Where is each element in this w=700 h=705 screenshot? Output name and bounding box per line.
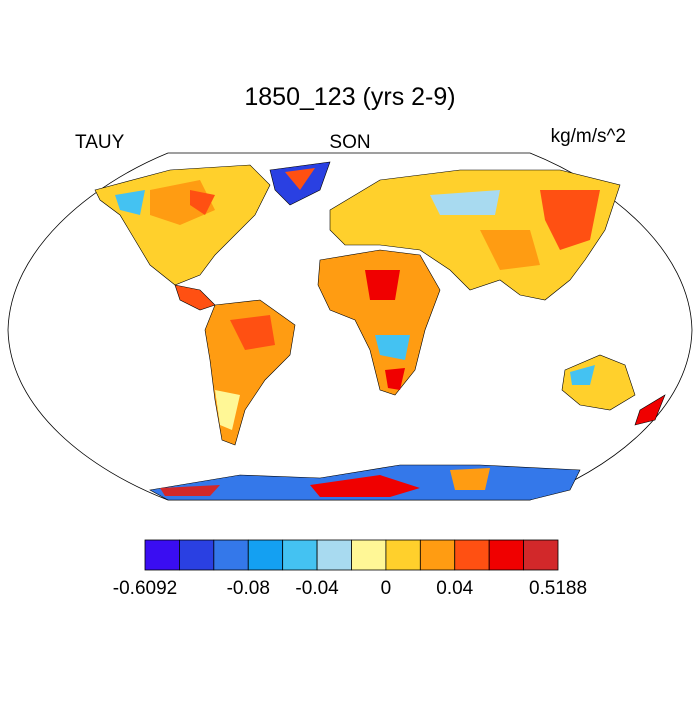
land (115, 190, 145, 215)
colorbar: -0.6092 -0.08 -0.04 0 0.04 0.5188 (113, 539, 587, 599)
land (450, 468, 490, 490)
colorbar-label: 0.5188 (529, 578, 587, 599)
land (375, 335, 410, 360)
land (561, 354, 636, 411)
land (174, 284, 216, 311)
colorbar-box (385, 539, 421, 571)
map (7, 152, 693, 501)
colorbar-box (213, 539, 249, 571)
land (430, 190, 500, 215)
colorbar-box (179, 539, 215, 571)
land (385, 368, 405, 390)
land (285, 168, 315, 190)
land (230, 315, 275, 350)
colorbar-box (316, 539, 352, 571)
colorbar-label: -0.04 (295, 578, 339, 599)
land (634, 394, 666, 426)
colorbar-box (247, 539, 284, 571)
colorbar-box (144, 539, 180, 571)
land (310, 475, 420, 497)
land (480, 230, 540, 270)
colorbar-box (419, 539, 456, 571)
land (540, 190, 600, 250)
map-title: 1850_123 (yrs 2-9) (244, 83, 455, 111)
land (150, 180, 215, 225)
colorbar-label: -0.08 (227, 578, 270, 599)
units-label: kg/m/s^2 (551, 126, 626, 147)
colorbar-label: 0 (381, 578, 392, 599)
land (160, 485, 220, 496)
variable-label: TAUY (75, 132, 125, 153)
land (317, 249, 441, 396)
colorbar-box (523, 539, 559, 571)
season-label: SON (329, 132, 370, 153)
colorbar-box (488, 539, 524, 571)
colorbar-box (351, 539, 387, 571)
colorbar-box (454, 539, 490, 571)
colorbar-label: 0.04 (436, 578, 473, 599)
colorbar-box (282, 539, 318, 571)
land (215, 390, 240, 430)
land (570, 365, 595, 385)
land (190, 190, 215, 215)
land (365, 270, 400, 300)
colorbar-label: -0.6092 (113, 578, 177, 599)
